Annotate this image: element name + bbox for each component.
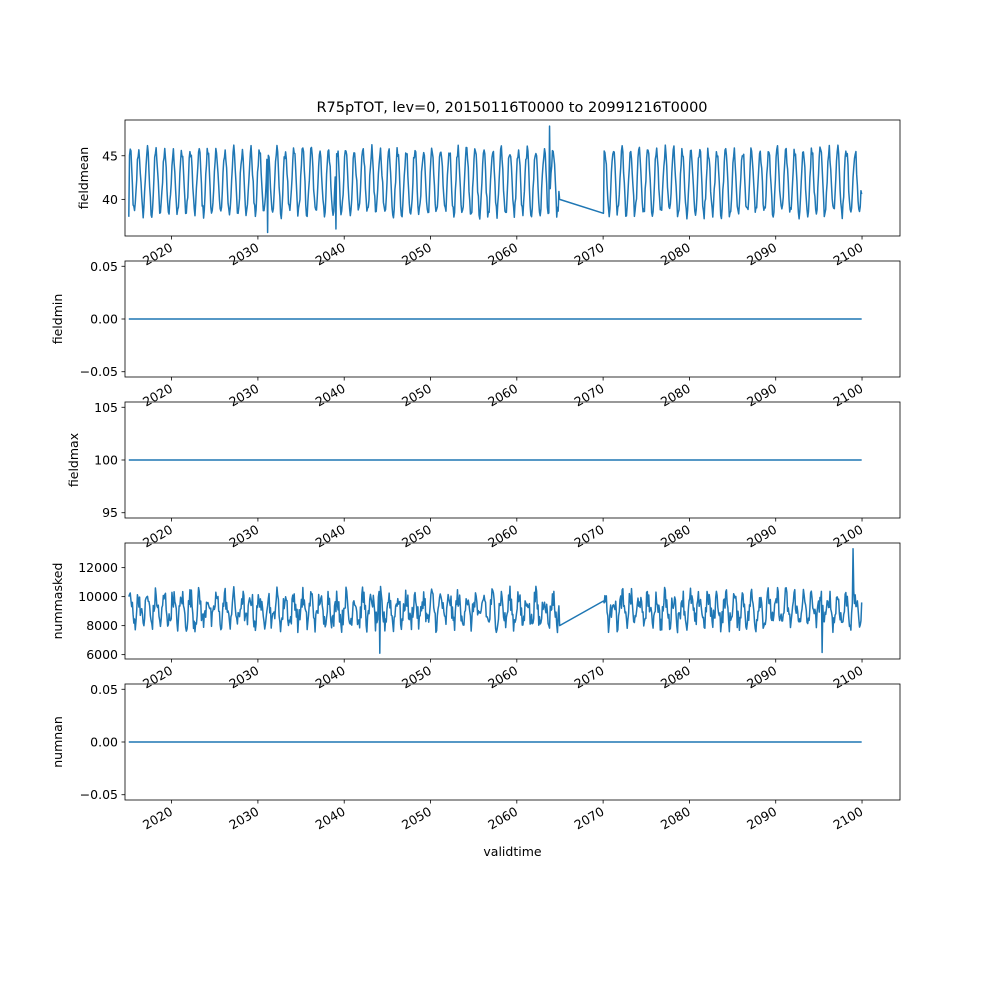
x-tick-label: 2060: [485, 522, 520, 551]
y-tick-label: 0.05: [90, 682, 118, 697]
x-tick-label: 2090: [744, 804, 779, 833]
x-tick-label: 2030: [226, 522, 261, 551]
x-tick-label: 2070: [572, 240, 607, 269]
y-axis-label: fieldmin: [50, 294, 65, 345]
y-tick-label: 8000: [86, 618, 118, 633]
x-tick-label: 2030: [226, 804, 261, 833]
x-tick-label: 2090: [744, 240, 779, 269]
x-tick-label: 2040: [313, 240, 348, 269]
x-tick-label: 2020: [140, 804, 175, 833]
x-tick-label: 2080: [658, 663, 693, 692]
x-tick-label: 2080: [658, 522, 693, 551]
y-tick-label: 95: [102, 505, 118, 520]
axes-frame: [124, 119, 901, 237]
x-tick-label: 2030: [226, 381, 261, 410]
x-tick-label: 2070: [572, 381, 607, 410]
y-tick-label: 12000: [78, 560, 118, 575]
y-axis-label: fieldmax: [66, 433, 81, 487]
x-tick-label: 2020: [140, 522, 175, 551]
y-axis-label: numnan: [50, 716, 65, 768]
y-tick-label: −0.05: [80, 787, 118, 802]
x-tick-label: 2090: [744, 381, 779, 410]
y-tick-label: 6000: [86, 647, 118, 662]
y-tick-label: 10000: [78, 589, 118, 604]
x-tick-label: 2020: [140, 663, 175, 692]
y-tick-label: 40: [102, 192, 118, 207]
x-tick-label: 2070: [572, 804, 607, 833]
x-tick-label: 2060: [485, 804, 520, 833]
y-axis-label: fieldmean: [76, 147, 91, 209]
x-tick-label: 2040: [313, 804, 348, 833]
x-tick-label: 2050: [399, 804, 434, 833]
subplot-fieldmax: 95 100 105 2020 2030 2040 2050 2060 2070 2080 2090…: [66, 400, 901, 551]
x-tick-label: 2070: [572, 522, 607, 551]
x-tick-label: 2060: [485, 381, 520, 410]
x-tick-label: 2100: [830, 663, 865, 692]
x-tick-label: 2030: [226, 240, 261, 269]
subplot-fieldmin: −0.05 0.00 0.05 2020 2030 2040 2050 2060 2070 208…: [50, 259, 901, 410]
y-tick-label: 45: [102, 148, 118, 163]
series-line-nummasked: [128, 548, 863, 654]
x-tick-label: 2100: [830, 804, 865, 833]
y-tick-label: 100: [94, 453, 118, 468]
x-tick-label: 2050: [399, 522, 434, 551]
x-axis-label: validtime: [483, 844, 541, 859]
x-tick-label: 2020: [140, 381, 175, 410]
x-tick-label: 2050: [399, 663, 434, 692]
subplots: 40 45 2020 2030 2040 2050 2060 2070 2080 2090 2100…: [50, 119, 901, 859]
y-tick-label: 105: [94, 400, 118, 415]
x-tick-label: 2070: [572, 663, 607, 692]
chart-title: R75pTOT, lev=0, 20150116T0000 to 2099121…: [316, 100, 707, 116]
x-tick-label: 2080: [658, 240, 693, 269]
x-tick-label: 2050: [399, 240, 434, 269]
subplot-nummasked: 6000 8000 10000 12000 2020 2030 2040 2050 2060 20…: [50, 542, 901, 692]
x-tick-label: 2090: [744, 522, 779, 551]
subplot-numnan: −0.05 0.00 0.05 2020 2030 2040 2050 2060 2070 208…: [50, 682, 901, 859]
x-tick-label: 2060: [485, 663, 520, 692]
x-tick-label: 2040: [313, 381, 348, 410]
x-tick-label: 2050: [399, 381, 434, 410]
x-tick-label: 2020: [140, 240, 175, 269]
x-tick-label: 2090: [744, 663, 779, 692]
x-tick-label: 2100: [830, 522, 865, 551]
series-line-fieldmean: [128, 125, 863, 234]
y-tick-label: −0.05: [80, 364, 118, 379]
x-tick-label: 2030: [226, 663, 261, 692]
x-tick-label: 2040: [313, 663, 348, 692]
x-tick-label: 2080: [658, 804, 693, 833]
x-tick-label: 2060: [485, 240, 520, 269]
x-tick-label: 2100: [830, 381, 865, 410]
y-axis-label: nummasked: [50, 563, 65, 640]
subplot-fieldmean: 40 45 2020 2030 2040 2050 2060 2070 2080 2090 2100…: [76, 119, 901, 269]
x-tick-label: 2040: [313, 522, 348, 551]
y-tick-label: 0.00: [90, 735, 118, 750]
y-tick-label: 0.05: [90, 259, 118, 274]
y-tick-label: 0.00: [90, 312, 118, 327]
axes-frame: [124, 542, 901, 660]
x-tick-label: 2100: [830, 240, 865, 269]
x-tick-label: 2080: [658, 381, 693, 410]
